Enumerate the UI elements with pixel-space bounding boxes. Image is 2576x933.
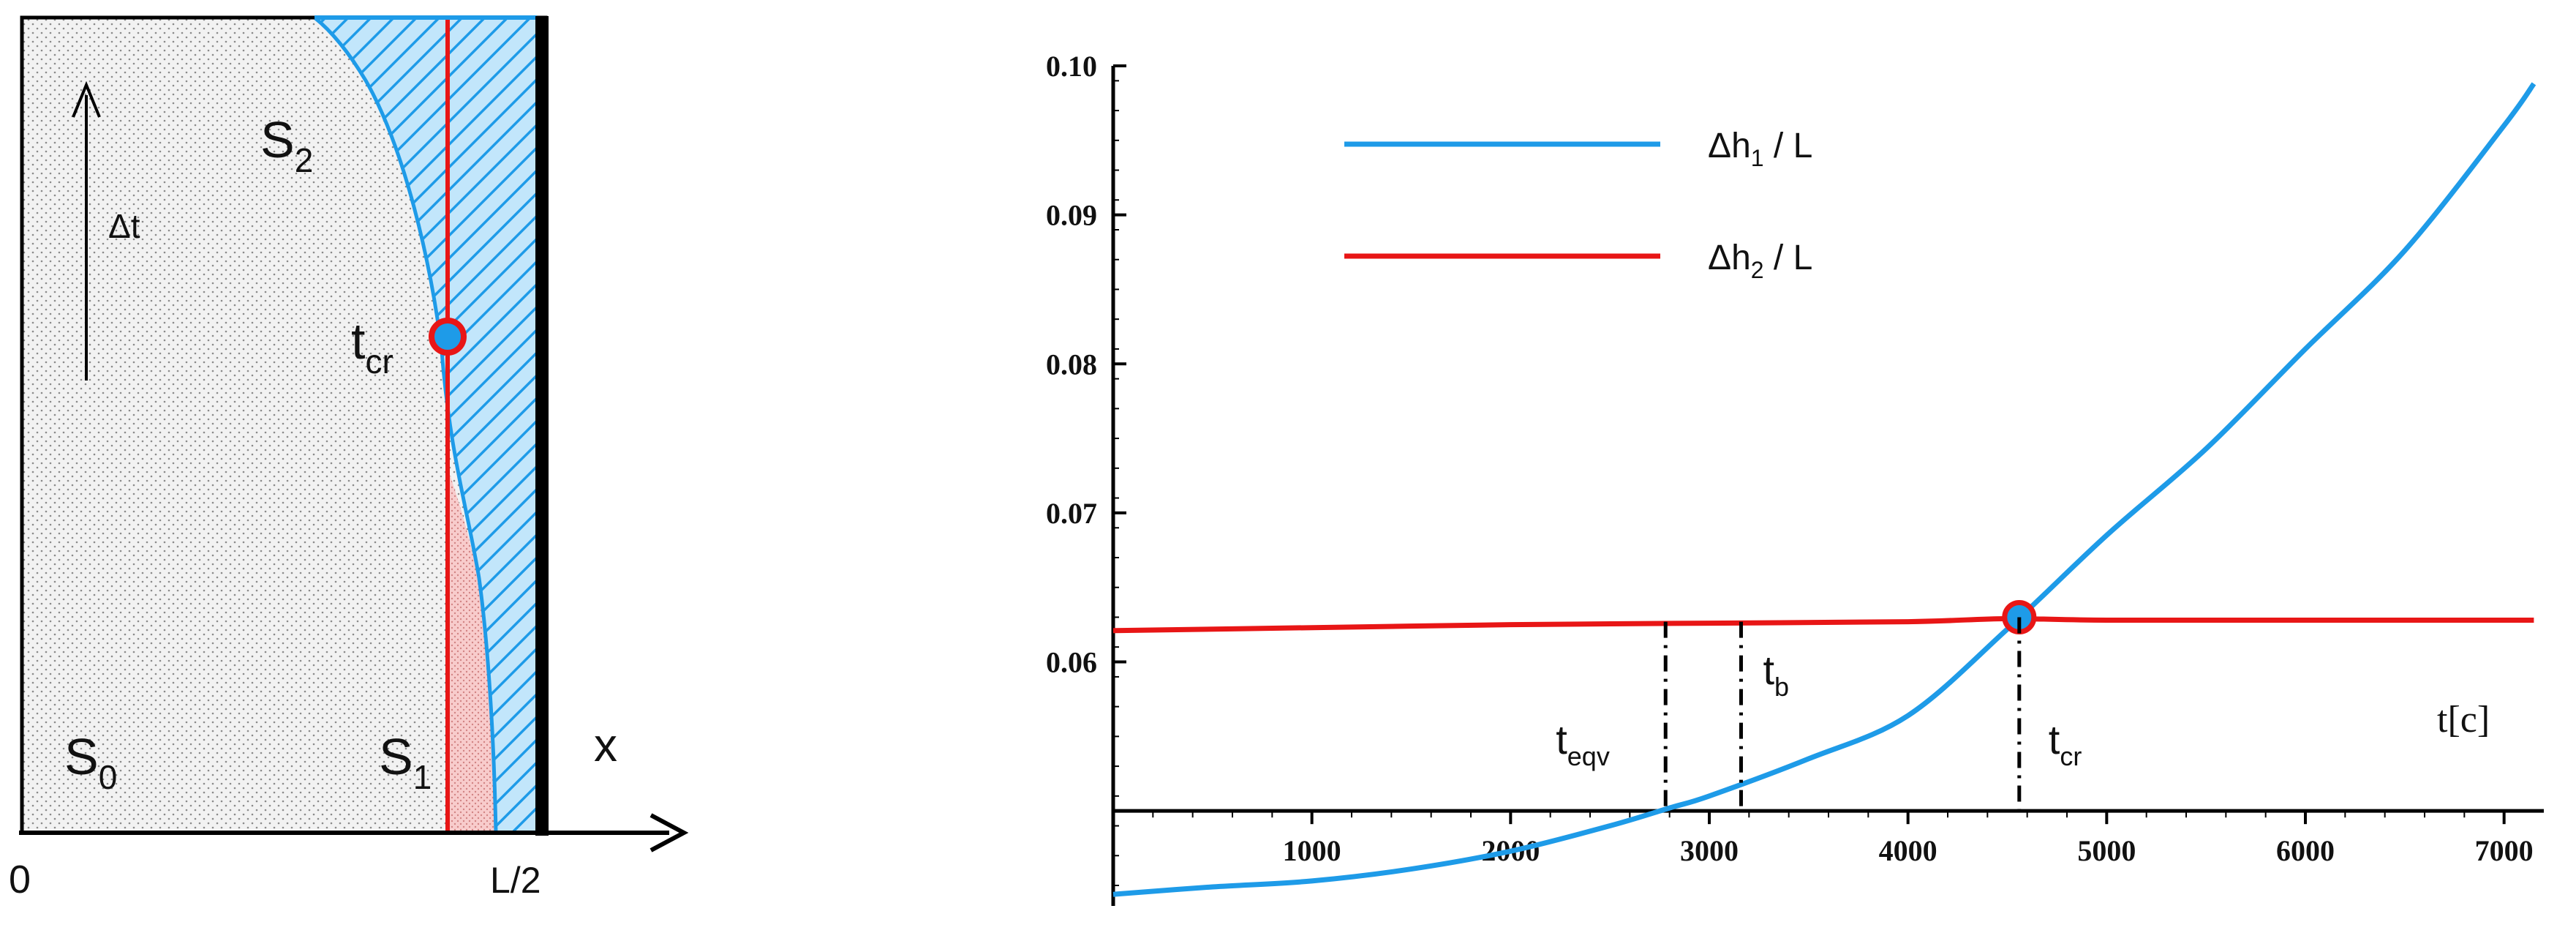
x-axis-group bbox=[1113, 809, 2544, 825]
front-boundary-curve bbox=[313, 16, 498, 833]
label-half-length: L/2 bbox=[490, 860, 541, 901]
y-axis-group bbox=[1111, 64, 1126, 906]
y-tick-label: 0.08 bbox=[1046, 348, 1097, 381]
marker-label-b: tb bbox=[1763, 647, 1789, 702]
label-x: x bbox=[594, 719, 617, 771]
series-lines bbox=[1112, 82, 2537, 897]
y-tick-label: 0.10 bbox=[1046, 50, 1097, 83]
x-tick-label: 6000 bbox=[2276, 834, 2335, 867]
marker-lines bbox=[1663, 617, 2022, 812]
x-tick-label: 1000 bbox=[1283, 834, 1341, 867]
y-tick-label: 0.06 bbox=[1046, 646, 1097, 679]
region-s1-dotted bbox=[448, 468, 496, 833]
x-tick-label: 5000 bbox=[2077, 834, 2136, 867]
diagram-x-axis-arrowhead bbox=[649, 813, 689, 853]
x-tick-label: 4000 bbox=[1879, 834, 1937, 867]
y-tick-label: 0.09 bbox=[1046, 199, 1097, 232]
legend-label-h1: Δh1 / L bbox=[1708, 127, 1812, 171]
critical-point-marker bbox=[429, 318, 467, 356]
region-s2-hatched bbox=[315, 18, 535, 833]
label-origin: 0 bbox=[9, 858, 31, 902]
series-line-h2 bbox=[1112, 615, 2534, 634]
x-tick-label: 3000 bbox=[1680, 834, 1739, 867]
x-tick-labels: 1000 2000 3000 4000 5000 6000 7000 bbox=[1283, 834, 2534, 867]
label-tcr: tcr bbox=[351, 312, 393, 381]
label-s1: S1 bbox=[379, 728, 432, 796]
x-axis-label: t[c] bbox=[2437, 699, 2490, 741]
legend: Δh1 / L Δh2 / L bbox=[1344, 127, 1812, 283]
marker-labels: teqv tb tcr bbox=[1556, 647, 2082, 771]
series-line-h1 bbox=[1112, 82, 2537, 897]
diagram-wall bbox=[535, 16, 549, 836]
chart: 1000 2000 3000 4000 5000 6000 7000 0.060.070.0… bbox=[1046, 50, 2544, 906]
y-tick-label: 0.07 bbox=[1046, 497, 1097, 530]
label-s0: S0 bbox=[64, 728, 117, 796]
marker-label-cr: tcr bbox=[2049, 716, 2082, 771]
label-s2: S2 bbox=[260, 111, 313, 179]
y-tick-labels: 0.06 0.07 0.08 0.09 0.10 bbox=[1046, 50, 1097, 679]
moisture-diagram: S2 Δt tcr S0 S1 x 0 L/2 bbox=[9, 15, 689, 902]
dt-arrow-head bbox=[72, 80, 101, 118]
x-tick-label: 7000 bbox=[2475, 834, 2534, 867]
legend-label-h2: Δh2 / L bbox=[1708, 239, 1812, 283]
label-dt: Δt bbox=[108, 207, 140, 245]
marker-label-eqv: teqv bbox=[1556, 716, 1610, 771]
